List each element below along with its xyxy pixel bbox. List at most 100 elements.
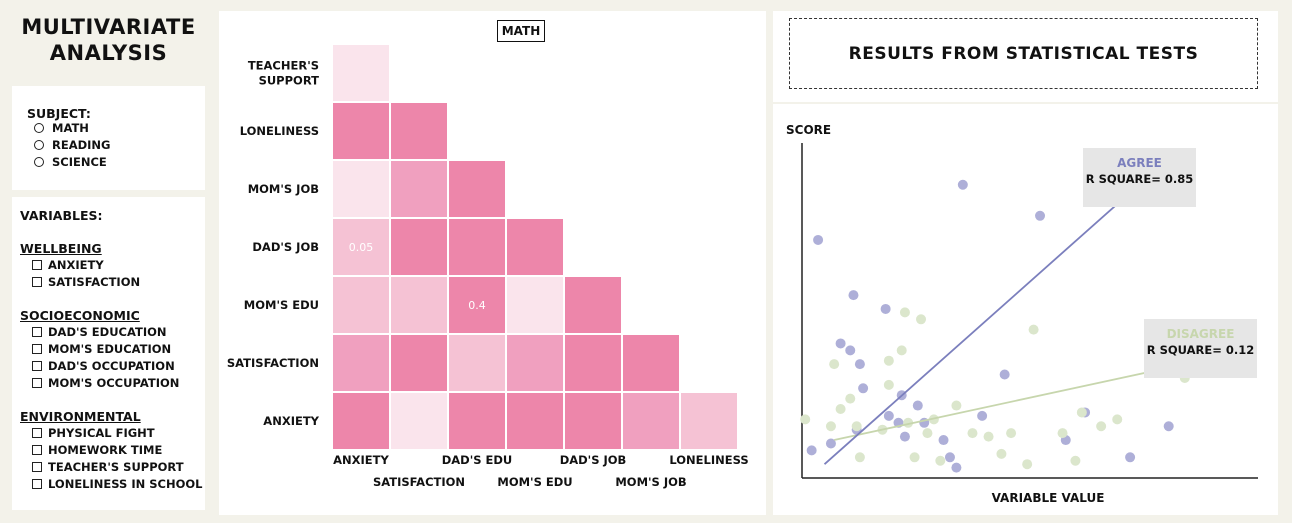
- scatter-point-disagree: [1096, 421, 1107, 432]
- agree-r-square: R Square= 0.85: [1085, 172, 1194, 186]
- heatmap-cell: [565, 335, 621, 391]
- checkbox-moms-occupation[interactable]: Mom's Occupation: [32, 376, 179, 390]
- scatter-point-disagree: [996, 448, 1007, 459]
- scatter-point-agree: [999, 369, 1010, 380]
- checkbox-label: Satisfaction: [48, 275, 141, 289]
- checkbox-loneliness-in-school[interactable]: Loneliness in School: [32, 477, 202, 491]
- checkbox-icon[interactable]: [32, 260, 42, 270]
- radio-circle-icon[interactable]: [34, 140, 44, 150]
- checkbox-teachers-support[interactable]: Teacher's Support: [32, 460, 184, 474]
- scatter-point-agree: [883, 410, 894, 421]
- checkbox-label: Homework Time: [48, 443, 163, 457]
- heatmap-row-label: SATISFACTION: [227, 356, 319, 370]
- heatmap-cell: [449, 335, 505, 391]
- heatmap-cell: [391, 161, 447, 217]
- radio-circle-icon[interactable]: [34, 157, 44, 167]
- scatter-point-disagree: [1022, 459, 1033, 470]
- subject-option-reading[interactable]: Reading: [34, 138, 111, 152]
- subject-label: Subject:: [27, 106, 91, 121]
- scatter-point-disagree: [800, 414, 811, 425]
- heatmap-cell: [623, 335, 679, 391]
- scatter-point-agree: [951, 462, 962, 473]
- heatmap-cell: [507, 277, 563, 333]
- disagree-r-square: R Square= 0.12: [1146, 343, 1255, 357]
- checkbox-icon[interactable]: [32, 445, 42, 455]
- scatter-point-disagree: [896, 345, 907, 356]
- scatter-point-disagree: [854, 452, 865, 463]
- scatter-point-agree: [938, 435, 949, 446]
- scatter-point-disagree: [909, 452, 920, 463]
- disagree-stat-box: Disagree R Square= 0.12: [1144, 319, 1257, 378]
- x-axis-label: VARIABLE VALUE: [992, 491, 1105, 505]
- heatmap-col-label: MOM'S EDU: [497, 475, 572, 489]
- heatmap-row-label: MOM'S EDU: [244, 298, 319, 312]
- scatter-point-disagree: [1070, 455, 1081, 466]
- scatter-point-agree: [835, 338, 846, 349]
- scatter-point-disagree: [983, 431, 994, 442]
- checkbox-dads-occupation[interactable]: Dad's Occupation: [32, 359, 175, 373]
- heatmap-row-label: LONELINESS: [240, 124, 319, 138]
- checkbox-label: Dad's Occupation: [48, 359, 175, 373]
- scatter-point-disagree: [1006, 428, 1017, 439]
- radio-circle-icon[interactable]: [34, 123, 44, 133]
- heatmap-cell: [391, 277, 447, 333]
- heatmap-row-label: DAD'S JOB: [252, 240, 319, 254]
- heatmap-cell: [333, 393, 389, 449]
- checkbox-icon[interactable]: [32, 344, 42, 354]
- checkbox-icon[interactable]: [32, 462, 42, 472]
- scatter-point-agree: [880, 303, 891, 314]
- heatmap-cell: [507, 335, 563, 391]
- heatmap-col-label: SATISFACTION: [373, 475, 465, 489]
- group-title-wellbeing: Wellbeing: [20, 241, 102, 256]
- checkbox-anxiety[interactable]: Anxiety: [32, 258, 104, 272]
- checkbox-label: Teacher's Support: [48, 460, 184, 474]
- heatmap-cell: [333, 219, 389, 275]
- scatter-point-agree: [858, 383, 869, 394]
- heatmap-cell: [449, 277, 505, 333]
- scatter-point-disagree: [825, 421, 836, 432]
- checkbox-dads-education[interactable]: Dad's Education: [32, 325, 167, 339]
- y-axis-label: SCORE: [786, 123, 831, 137]
- app-title-line2: Analysis: [49, 41, 168, 65]
- heatmap-cell: [449, 393, 505, 449]
- heatmap-cell: [449, 219, 505, 275]
- heatmap-col-label: ANXIETY: [333, 453, 389, 467]
- divider: [773, 102, 1278, 104]
- checkbox-icon[interactable]: [32, 277, 42, 287]
- checkbox-satisfaction[interactable]: Satisfaction: [32, 275, 140, 289]
- subject-option-math[interactable]: Math: [34, 121, 89, 135]
- checkbox-label: Physical Fight: [48, 426, 155, 440]
- heatmap-cell: [449, 161, 505, 217]
- scatter-point-agree: [944, 452, 955, 463]
- checkbox-icon[interactable]: [32, 428, 42, 438]
- heatmap-cell: [623, 393, 679, 449]
- subject-panel: Subject: Math Reading Science: [12, 86, 205, 190]
- checkbox-icon[interactable]: [32, 378, 42, 388]
- results-panel: Results from Statistical Tests SCORE VARI…: [773, 11, 1278, 515]
- scatter-point-agree: [1163, 421, 1174, 432]
- heatmap-col-label: DAD'S JOB: [560, 453, 627, 467]
- checkbox-homework-time[interactable]: Homework Time: [32, 443, 162, 457]
- heatmap-cell: [333, 45, 389, 101]
- scatter-plot: SCORE VARIABLE VALUE: [786, 123, 1258, 505]
- checkbox-icon[interactable]: [32, 361, 42, 371]
- heatmap-cell: [507, 219, 563, 275]
- scatter-point-agree: [848, 290, 859, 301]
- checkbox-icon[interactable]: [32, 327, 42, 337]
- heatmap-cell: [391, 335, 447, 391]
- checkbox-icon[interactable]: [32, 479, 42, 489]
- heatmap-cell: [333, 103, 389, 159]
- heatmap-row-label: TEACHER'S: [248, 59, 319, 73]
- scatter-point-agree: [1035, 210, 1046, 221]
- scatter-point-disagree: [845, 393, 856, 404]
- checkbox-moms-education[interactable]: Mom's Education: [32, 342, 171, 356]
- app-title: Multivariate Analysis: [12, 14, 205, 66]
- scatter-point-disagree: [883, 355, 894, 366]
- heatmap-row-label: SUPPORT: [259, 74, 320, 88]
- checkbox-physical-fight[interactable]: Physical Fight: [32, 426, 155, 440]
- heatmap-annotation: 0.05: [349, 241, 374, 254]
- group-title-socioeconomic: Socioeconomic: [20, 308, 140, 323]
- scatter-point-agree: [854, 359, 865, 370]
- subject-option-science[interactable]: Science: [34, 155, 107, 169]
- scatter-point-disagree: [835, 404, 846, 414]
